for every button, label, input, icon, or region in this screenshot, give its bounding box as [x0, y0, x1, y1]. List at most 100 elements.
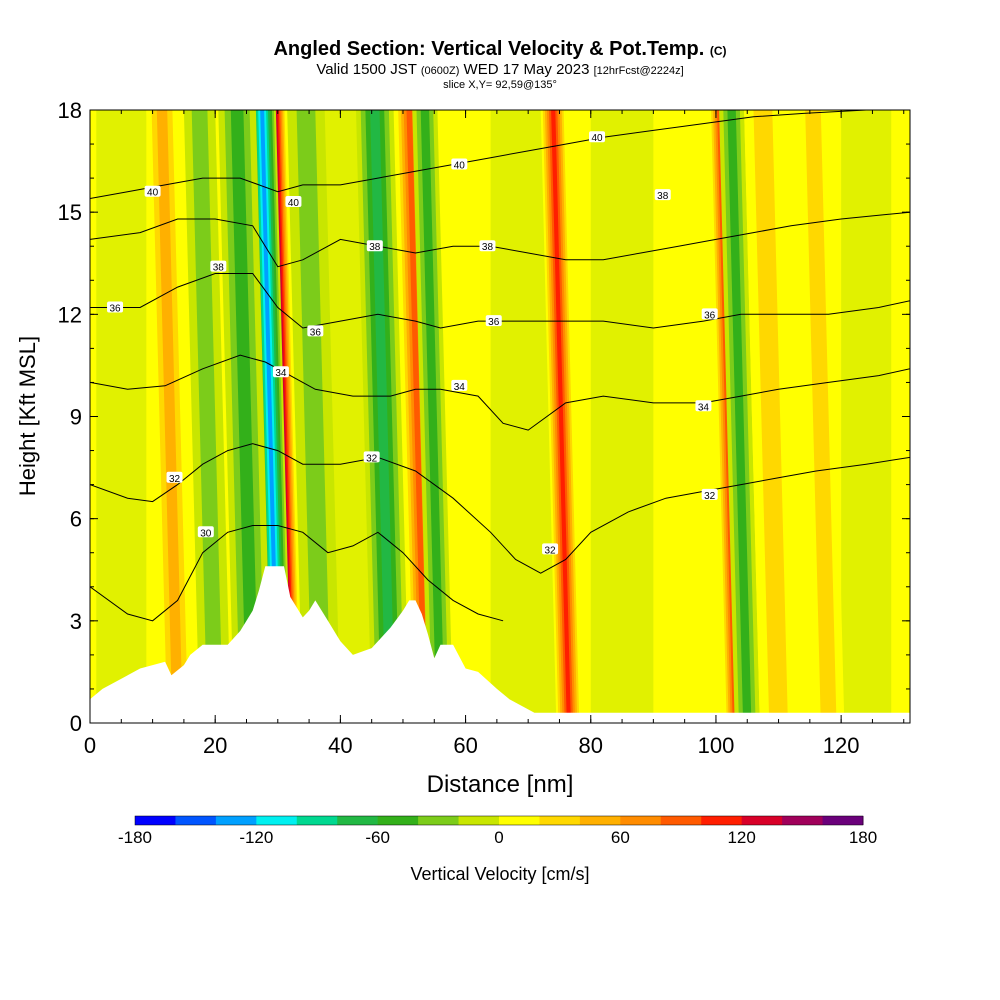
contour-label-38: 38 — [366, 240, 383, 253]
contour-label-bg — [272, 366, 289, 378]
colorbar-segment — [377, 816, 419, 825]
contour-label-32: 32 — [166, 471, 183, 485]
contour-label-text: 38 — [369, 242, 381, 253]
contour-label-32: 32 — [542, 543, 559, 556]
velocity-cell — [551, 110, 571, 723]
velocity-cell — [191, 110, 223, 723]
contour-label-36: 36 — [485, 315, 502, 328]
contour-label-34: 34 — [451, 379, 468, 393]
contour-38 — [90, 211, 910, 268]
colorbar-segment — [337, 816, 379, 825]
contour-label-text: 34 — [454, 382, 466, 393]
contour-label-34: 34 — [272, 366, 289, 379]
colorbar-tick-label: 180 — [849, 828, 877, 847]
colorbar-segment — [539, 816, 581, 825]
contour-label-text: 36 — [109, 304, 121, 315]
contour-30 — [90, 525, 504, 622]
colorbar-tick-label: -180 — [118, 828, 152, 847]
velocity-cell — [805, 110, 837, 723]
colorbar-segment — [741, 816, 783, 825]
contour-label-40: 40 — [589, 131, 606, 144]
contour-label-bg — [285, 195, 302, 207]
contour-label-bg — [542, 543, 559, 555]
contour-label-bg — [451, 379, 468, 391]
contour-label-text: 36 — [488, 317, 500, 328]
field-band — [96, 110, 147, 723]
contour-label-bg — [366, 240, 383, 252]
contour-label-bg — [589, 131, 606, 143]
contour-label-bg — [107, 301, 124, 313]
y-tick-label: 3 — [70, 609, 82, 634]
contour-label-text: 38 — [657, 191, 669, 202]
colorbar-segment — [620, 816, 662, 825]
contour-label-bg — [307, 325, 324, 337]
contour-label-text: 30 — [200, 528, 212, 539]
colorbar-tick-label: 0 — [494, 828, 503, 847]
contour-label-bg — [197, 526, 214, 538]
x-tick-label: 80 — [579, 733, 603, 758]
contour-labels: 40 40 40 40 38 38 38 38 36 36 36 36 34 34 34 32 32 32 32 30 — [107, 131, 718, 556]
colorbar-segment — [499, 816, 540, 825]
colorbar-segment — [135, 816, 176, 825]
contour-label-bg — [451, 158, 468, 170]
contour-label-text: 36 — [310, 327, 322, 338]
chart-subtitle: Valid 1500 JST (0600Z) WED 17 May 2023 [… — [316, 61, 684, 78]
contour-label-text: 34 — [275, 368, 287, 379]
contour-label-bg — [701, 308, 718, 320]
contour-label-30: 30 — [197, 526, 214, 539]
colorbar-segment — [296, 816, 338, 825]
contour-label-32: 32 — [701, 488, 718, 502]
colorbar-segment — [579, 816, 621, 825]
terrain — [90, 566, 910, 723]
contour-36 — [90, 273, 910, 329]
colorbar-segment — [215, 816, 257, 825]
contour-label-text: 32 — [366, 453, 378, 464]
y-axis-label: Height [Kft MSL] — [15, 336, 40, 496]
terrain-profile — [90, 566, 910, 723]
x-tick-label: 0 — [84, 733, 96, 758]
colorbar-segment — [822, 816, 864, 825]
field-band — [590, 110, 654, 723]
y-tick-label: 12 — [58, 302, 82, 327]
velocity-cell — [296, 110, 331, 723]
contour-label-text: 40 — [288, 198, 300, 209]
colorbar-segment — [701, 816, 743, 825]
contour-label-text: 40 — [591, 133, 603, 144]
x-axis-label: Distance [nm] — [427, 771, 574, 798]
contour-label-38: 38 — [210, 260, 227, 274]
chart-title: Angled Section: Vertical Velocity & Pot.… — [273, 38, 727, 60]
contour-label-text: 40 — [454, 160, 466, 171]
contour-label-36: 36 — [107, 301, 124, 315]
colorbar-frame — [134, 815, 864, 826]
contour-label-text: 38 — [482, 242, 494, 253]
colorbar: -180 -120 -60 0 60 120 180 — [118, 815, 877, 847]
contour-label-text: 32 — [169, 474, 181, 485]
velocity-cell — [230, 110, 259, 723]
x-tick-label: 40 — [328, 733, 352, 758]
contour-label-bg — [144, 185, 161, 197]
x-tick-label: 100 — [698, 733, 735, 758]
y-tick-label: 6 — [70, 507, 82, 532]
contour-label-text: 34 — [698, 402, 710, 413]
colorbar-tick-label: 120 — [727, 828, 755, 847]
contour-label-bg — [363, 451, 380, 463]
contour-label-text: 36 — [704, 310, 716, 321]
x-tick-label: 120 — [823, 733, 860, 758]
title-block: Angled Section: Vertical Velocity & Pot.… — [90, 38, 910, 91]
velocity-cell — [753, 110, 788, 723]
y-tick-label: 0 — [70, 711, 82, 736]
x-tick-label: 20 — [203, 733, 227, 758]
contour-label-34: 34 — [695, 400, 712, 413]
velocity-cell — [727, 110, 752, 723]
contour-32 — [90, 443, 910, 574]
contour-label-bg — [654, 189, 671, 201]
contour-label-text: 32 — [704, 491, 716, 502]
contour-label-text: 38 — [213, 263, 225, 274]
contour-label-text: 32 — [545, 545, 557, 556]
contour-label-bg — [485, 315, 502, 327]
contour-label-bg — [210, 260, 227, 272]
y-tick-label: 9 — [70, 405, 82, 430]
y-tick-label: 15 — [58, 200, 82, 225]
